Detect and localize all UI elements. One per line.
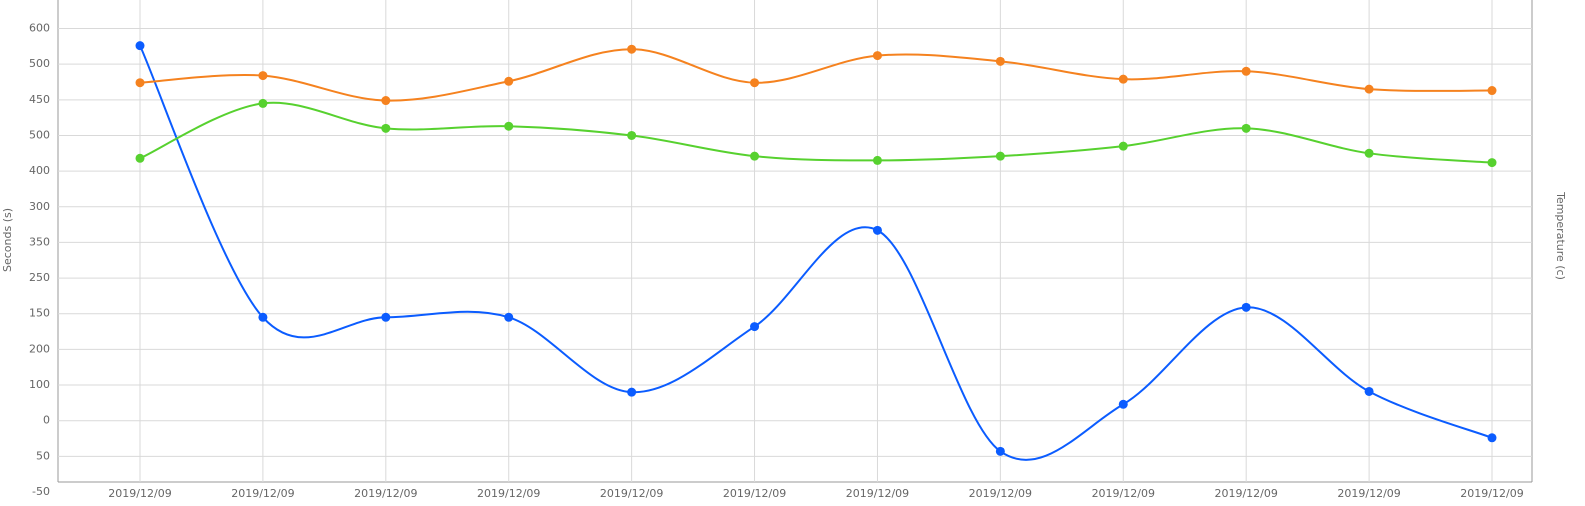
y-tick-label: 100 (29, 378, 50, 391)
data-point (381, 123, 391, 133)
data-point (1364, 386, 1374, 396)
data-point (504, 312, 514, 322)
x-tick-label: 2019/12/09 (231, 487, 294, 500)
x-tick-label: 2019/12/09 (1092, 487, 1155, 500)
data-point (872, 155, 882, 165)
data-point (381, 312, 391, 322)
y-tick-label: 50 (36, 449, 50, 462)
data-point (1364, 148, 1374, 158)
data-point (135, 78, 145, 88)
data-point (627, 44, 637, 54)
x-tick-label: 2019/12/09 (1337, 487, 1400, 500)
y-tick-label: 200 (29, 342, 50, 355)
y-tick-label: 400 (29, 164, 50, 177)
y-tick-label: 600 (29, 22, 50, 35)
y-tick-label: 500 (29, 57, 50, 70)
data-point (627, 130, 637, 140)
data-point (1118, 74, 1128, 84)
series-line (139, 48, 1493, 102)
data-point (995, 151, 1005, 161)
data-point (995, 56, 1005, 66)
y-tick-label: 500 (29, 128, 50, 141)
y-tick-label: 300 (29, 200, 50, 213)
x-tick-label: 2019/12/09 (1460, 487, 1523, 500)
y-tick-label: 150 (29, 307, 50, 320)
x-tick-label: 2019/12/09 (354, 487, 417, 500)
y-tick-label: 450 (29, 93, 50, 106)
x-tick-label: 2019/12/09 (969, 487, 1032, 500)
data-point (627, 387, 637, 397)
data-point (1118, 141, 1128, 151)
series-line (139, 101, 1493, 164)
data-point (1364, 84, 1374, 94)
x-tick-label: 2019/12/09 (600, 487, 663, 500)
data-point (1487, 86, 1497, 96)
data-point (750, 151, 760, 161)
data-point (1487, 158, 1497, 168)
y2-axis-title: Temperature (c) (1554, 191, 1567, 280)
data-point (258, 98, 268, 108)
data-point (135, 153, 145, 163)
data-point (995, 446, 1005, 456)
data-point (872, 51, 882, 61)
data-point (872, 225, 882, 235)
y-tick-label: 350 (29, 235, 50, 248)
data-point (258, 312, 268, 322)
x-tick-label: 2019/12/09 (477, 487, 540, 500)
data-point (504, 76, 514, 86)
data-point (750, 78, 760, 88)
data-point (381, 96, 391, 106)
x-tick-label: 2019/12/09 (723, 487, 786, 500)
x-tick-label: 2019/12/09 (108, 487, 171, 500)
x-tick-label: 2019/12/09 (846, 487, 909, 500)
data-point (1118, 399, 1128, 409)
data-point (1241, 123, 1251, 133)
data-point (504, 121, 514, 131)
data-point (750, 322, 760, 332)
y-axis-title: Seconds (s) (1, 208, 14, 272)
data-point (1241, 66, 1251, 76)
x-tick-label: 2019/12/09 (1214, 487, 1277, 500)
data-point (135, 41, 145, 51)
y-tick-label: 0 (43, 414, 50, 427)
y-tick-label: 250 (29, 271, 50, 284)
data-point (1487, 433, 1497, 443)
y-tick-label: -50 (32, 485, 50, 498)
data-point (258, 71, 268, 81)
series-line (139, 45, 1493, 461)
data-point (1241, 302, 1251, 312)
